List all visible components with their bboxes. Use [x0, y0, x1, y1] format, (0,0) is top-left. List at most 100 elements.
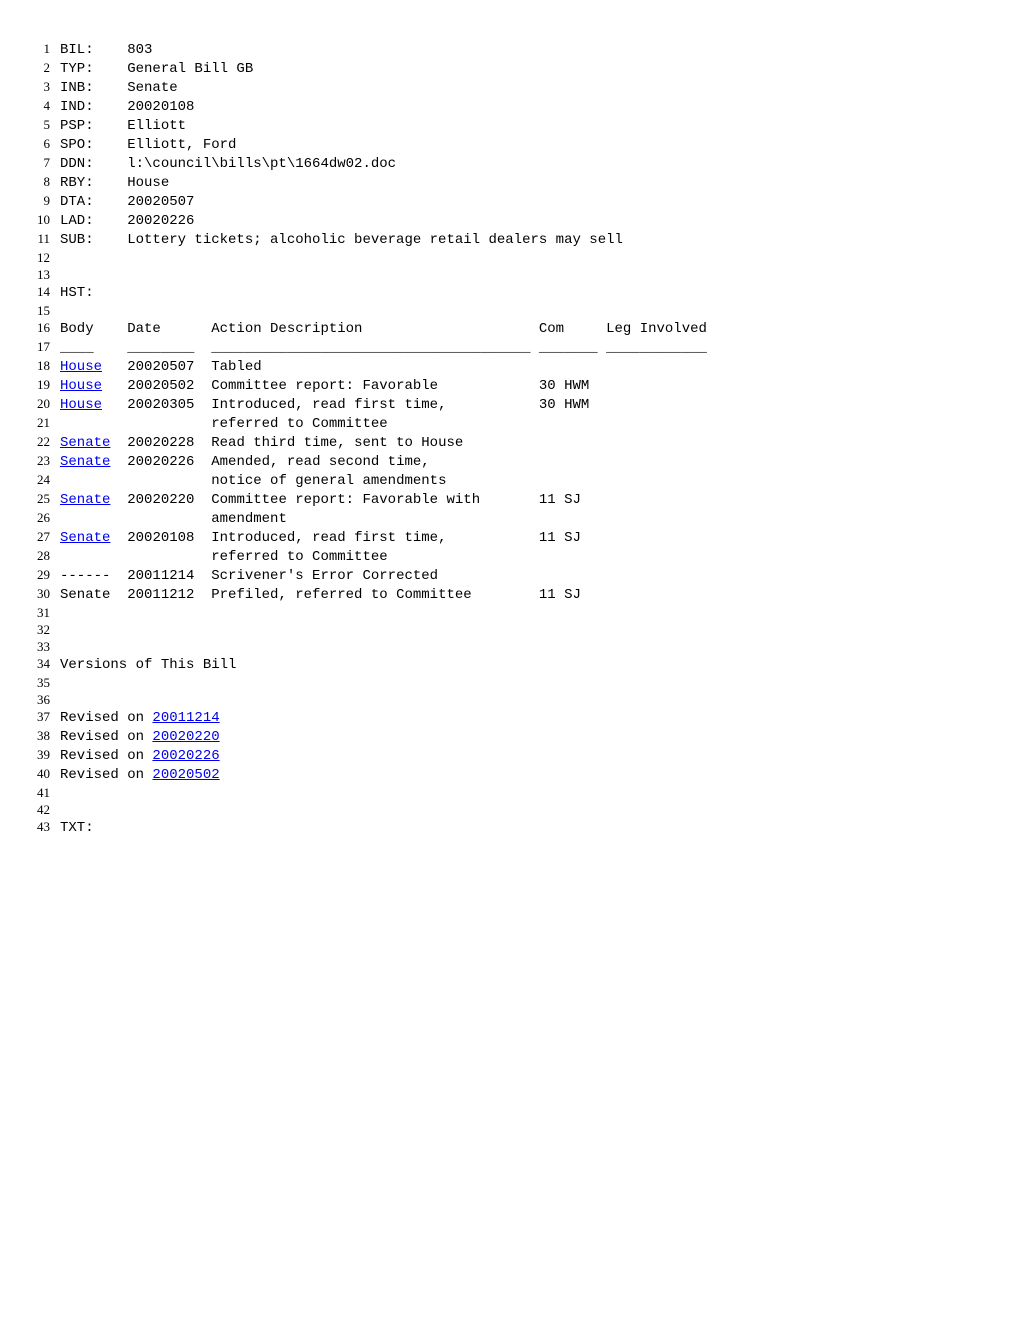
line: 30Senate 20011212 Prefiled, referred to … — [20, 585, 1000, 604]
line-content: RBY: House — [60, 175, 169, 192]
body-link[interactable]: Senate — [60, 435, 110, 451]
body-link[interactable]: House — [60, 397, 102, 413]
line: 26 amendment — [20, 509, 1000, 528]
line-content: Body Date Action Description Com Leg Inv… — [60, 321, 707, 338]
line-content: House 20020305 Introduced, read first ti… — [60, 397, 589, 414]
line-number: 5 — [20, 116, 60, 133]
line: 38Revised on 20020220 — [20, 727, 1000, 746]
line-content: House 20020507 Tabled — [60, 359, 539, 376]
line-number: 9 — [20, 192, 60, 209]
line: 22Senate 20020228 Read third time, sent … — [20, 433, 1000, 452]
line-content: SUB: Lottery tickets; alcoholic beverage… — [60, 232, 623, 249]
line: 31 — [20, 604, 1000, 621]
line-content: referred to Committee — [60, 549, 388, 566]
line-number: 18 — [20, 357, 60, 374]
line-content: INB: Senate — [60, 80, 178, 97]
line: 21 referred to Committee — [20, 414, 1000, 433]
line: 16Body Date Action Description Com Leg I… — [20, 319, 1000, 338]
line-content: Senate 20020220 Committee report: Favora… — [60, 492, 581, 509]
line-number: 23 — [20, 452, 60, 469]
line: 36 — [20, 691, 1000, 708]
line-number: 14 — [20, 283, 60, 300]
line-number: 7 — [20, 154, 60, 171]
line-content: Senate 20011212 Prefiled, referred to Co… — [60, 587, 581, 604]
line-number: 22 — [20, 433, 60, 450]
line-number: 8 — [20, 173, 60, 190]
line-content: HST: — [60, 285, 94, 302]
body-link[interactable]: House — [60, 378, 102, 394]
line: 1BIL: 803 — [20, 40, 1000, 59]
line-number: 12 — [20, 249, 60, 266]
body-link[interactable]: Senate — [60, 530, 110, 546]
line: 5PSP: Elliott — [20, 116, 1000, 135]
line-number: 11 — [20, 230, 60, 247]
line: 27Senate 20020108 Introduced, read first… — [20, 528, 1000, 547]
line: 8RBY: House — [20, 173, 1000, 192]
line-content: SPO: Elliott, Ford — [60, 137, 236, 154]
line: 41 — [20, 784, 1000, 801]
line-content: Revised on 20020220 — [60, 729, 220, 746]
line-content: Versions of This Bill — [60, 657, 236, 674]
line-number: 39 — [20, 746, 60, 763]
line: 13 — [20, 266, 1000, 283]
line: 23Senate 20020226 Amended, read second t… — [20, 452, 1000, 471]
version-link[interactable]: 20020502 — [152, 767, 219, 783]
line: 42 — [20, 801, 1000, 818]
line: 17____ ________ ________________________… — [20, 338, 1000, 357]
line-number: 31 — [20, 604, 60, 621]
line-number: 20 — [20, 395, 60, 412]
line-number: 2 — [20, 59, 60, 76]
line-content: referred to Committee — [60, 416, 388, 433]
line-number: 40 — [20, 765, 60, 782]
line: 33 — [20, 638, 1000, 655]
line-content: TXT: — [60, 820, 94, 837]
line-content: Senate 20020228 Read third time, sent to… — [60, 435, 539, 452]
line: 35 — [20, 674, 1000, 691]
line-content: TYP: General Bill GB — [60, 61, 253, 78]
line-number: 37 — [20, 708, 60, 725]
version-link[interactable]: 20020220 — [152, 729, 219, 745]
line: 15 — [20, 302, 1000, 319]
line: 25Senate 20020220 Committee report: Favo… — [20, 490, 1000, 509]
line-content: PSP: Elliott — [60, 118, 186, 135]
line-number: 30 — [20, 585, 60, 602]
body-link[interactable]: Senate — [60, 454, 110, 470]
version-link[interactable]: 20020226 — [152, 748, 219, 764]
line: 9DTA: 20020507 — [20, 192, 1000, 211]
line-number: 35 — [20, 674, 60, 691]
line: 6SPO: Elliott, Ford — [20, 135, 1000, 154]
line-number: 29 — [20, 566, 60, 583]
body-link[interactable]: Senate — [60, 492, 110, 508]
line-content: Revised on 20020502 — [60, 767, 220, 784]
line-content: notice of general amendments — [60, 473, 446, 490]
line: 39Revised on 20020226 — [20, 746, 1000, 765]
line: 29------ 20011214 Scrivener's Error Corr… — [20, 566, 1000, 585]
line-number: 6 — [20, 135, 60, 152]
line: 7DDN: l:\council\bills\pt\1664dw02.doc — [20, 154, 1000, 173]
line: 12 — [20, 249, 1000, 266]
line-number: 17 — [20, 338, 60, 355]
line-content: LAD: 20020226 — [60, 213, 194, 230]
line-content: IND: 20020108 — [60, 99, 194, 116]
line-number: 27 — [20, 528, 60, 545]
line-content: House 20020502 Committee report: Favorab… — [60, 378, 589, 395]
version-link[interactable]: 20011214 — [152, 710, 219, 726]
line: 43TXT: — [20, 818, 1000, 837]
line: 20House 20020305 Introduced, read first … — [20, 395, 1000, 414]
line-number: 34 — [20, 655, 60, 672]
line-number: 28 — [20, 547, 60, 564]
line: 28 referred to Committee — [20, 547, 1000, 566]
line: 32 — [20, 621, 1000, 638]
line-number: 43 — [20, 818, 60, 835]
line-number: 15 — [20, 302, 60, 319]
line-number: 32 — [20, 621, 60, 638]
line: 37Revised on 20011214 — [20, 708, 1000, 727]
line-number: 16 — [20, 319, 60, 336]
line-number: 38 — [20, 727, 60, 744]
body-link[interactable]: House — [60, 359, 102, 375]
line-number: 36 — [20, 691, 60, 708]
line-content: Revised on 20011214 — [60, 710, 220, 727]
line-number: 26 — [20, 509, 60, 526]
line: 2TYP: General Bill GB — [20, 59, 1000, 78]
line-content: Revised on 20020226 — [60, 748, 220, 765]
